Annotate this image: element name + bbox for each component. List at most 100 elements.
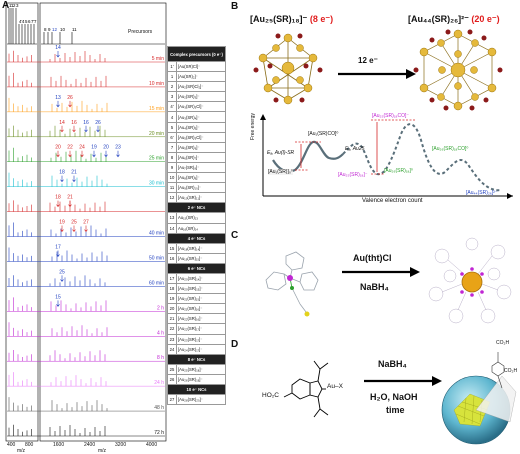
precursor-peak-label: 3 [16, 3, 19, 8]
peak-label: 19 [91, 145, 97, 151]
table-row: 6' [Au₅(SR)₅Cl]⁻ [167, 131, 226, 143]
peak-arrow [56, 250, 60, 257]
table-row: 25 [Au₂₅(SR)₁₈]⁻ [167, 363, 226, 375]
species-number: 10 [167, 172, 177, 184]
species-number: 13 [167, 212, 177, 224]
species-formula: [Au₇(SR)₈]⁻ [176, 161, 226, 174]
precursor-peak-label: 1 [11, 3, 14, 8]
trace-time-label: 8 h [157, 355, 164, 361]
table-row: 2 [Au₂(SR)Cl₂]⁻ [167, 81, 226, 93]
species-number: 22 [167, 323, 177, 335]
spectrum-trace: 40 min 19 25 27 [7, 220, 165, 237]
spectra-layer: 5 min 14 10 min 15 min 13 26 20 min 14 16 16 26 25 … [7, 8, 165, 437]
nanoparticle-illustration [441, 352, 517, 445]
spectrum-trace: 50 min 17 [7, 244, 165, 262]
species-number: 7 [167, 141, 177, 153]
peak-label: 21 [67, 195, 73, 201]
spectrum-trace: 18 21 [7, 195, 165, 212]
species-formula: [Au₁₈(SR)₁₄]⁻ [176, 242, 226, 254]
peak-label: 18 [55, 195, 61, 201]
electron-arrow [338, 69, 416, 79]
precursors-label: Precursors [128, 29, 153, 35]
species-number: 16 [167, 252, 177, 264]
species-formula: [Au₄(SR)₅]⁻ [176, 121, 226, 133]
au44-cluster-structure [413, 29, 503, 111]
right-axis-label: m/z [98, 448, 107, 454]
species-formula: [Au₂₃(SR)₁₇]⁻ [176, 333, 226, 345]
spectrum-trace: 72 h [7, 424, 165, 437]
peak-arrow [72, 175, 76, 183]
table-section-row: 10 e⁻ NCs [167, 383, 226, 396]
table-row: 16 [Au₁₉(SR)₁₅]⁻ [167, 252, 226, 264]
species-formula: [Au₂₂(SR)₁₇]⁻ [176, 323, 226, 335]
trace-time-label: 4 h [157, 330, 164, 336]
species-formula: [Au₂₂(SR)₁₆]⁻ [176, 313, 226, 325]
phosphorus-atom [287, 275, 293, 281]
peak-arrow [68, 100, 72, 108]
au25-formula: [Au₂₅(SR)₁₈]⁻ [250, 14, 308, 24]
reagent-d-top: NaBH₄ [378, 359, 407, 369]
precursor-peak-label: 4 [22, 19, 25, 24]
peak-arrow [80, 150, 84, 158]
peak-label: 14 [59, 120, 65, 126]
table-row: 1 [Au(SR)₂]⁻ [167, 71, 226, 83]
species-formula: [Au(SR)₂]⁻ [176, 71, 226, 83]
left-tick-400: 400 [7, 442, 16, 448]
species-formula: [Au₁₀(SR)₁₁]⁻ [176, 192, 226, 204]
energy-x-label: Valence electron count [362, 198, 423, 204]
ann-au26: [Au₂₆(SR)₁₈]⁰ [384, 168, 413, 174]
species-number: 8 [167, 151, 177, 163]
left-axis-label: m/z [17, 448, 26, 454]
species-formula: [Au₃(SR)₄]⁻ [176, 111, 226, 123]
au44-electrons: (20 e⁻) [471, 14, 500, 24]
peak-label: 20 [103, 145, 109, 151]
peak-arrow [56, 200, 60, 208]
reagent-d-bottom-2: time [386, 405, 405, 415]
ann-au25-co: [Au₂₅(SR)₁₈CO]⁻ [372, 113, 410, 119]
trace-time-label: 24 h [154, 380, 164, 386]
peak-label: 18 [59, 170, 65, 176]
table-row: 7 [Au₅(SR)₆]⁻ [167, 141, 226, 153]
table-row: 27 [Au₂₈(SR)₂₀]⁻ [167, 394, 226, 406]
table-row: 23 [Au₂₃(SR)₁₇]⁻ [167, 333, 226, 345]
species-number: 23 [167, 333, 177, 345]
peak-label: 16 [71, 120, 77, 126]
spectrum-trace: 15 min 13 26 [7, 95, 165, 113]
panel-b-letter: B [231, 1, 239, 12]
table-section-label: 2 e⁻ NCs [167, 202, 226, 214]
peak-label: 26 [95, 120, 101, 126]
table-row: 9 [Au₇(SR)₈]⁻ [167, 161, 226, 174]
right-frame [39, 2, 167, 442]
precursor-peak-label: 10 [60, 27, 66, 32]
species-formula: [Au₅(SR)₆]⁻ [176, 141, 226, 153]
species-number: 17 [167, 272, 177, 285]
species-formula: [Au₂₁(SR)₁₆]⁻ [176, 303, 226, 315]
energy-y-label: Free energy [250, 113, 256, 140]
peak-label: 13 [55, 95, 61, 101]
table-section-row: 4 e⁻ NCs [167, 232, 226, 244]
precursor-peak-label: 8 [44, 27, 47, 32]
species-formula: [Au₅(SR)₅Cl]⁻ [176, 131, 226, 143]
trace-time-label: 25 min [149, 156, 164, 162]
table-row: 20 [Au₂₁(SR)₁₆]⁻ [167, 303, 226, 315]
species-formula: [Au(SR)Cl]⁻ [176, 60, 226, 73]
left-frame [5, 2, 39, 442]
table-header-row: Complex precursors (0 e⁻) [167, 46, 226, 62]
au25-electrons: (8 e⁻) [309, 14, 334, 24]
species-number: 18 [167, 283, 177, 295]
table-row: 13 Au₁₅(SR)₁₃ [167, 212, 226, 224]
ho2c-label: HO₂C [262, 392, 279, 399]
species-formula: [Au₂₄(SR)₁₇]⁻ [176, 343, 226, 355]
au44-title: [Au₄₄(SR)₂₆]²⁻ (20 e⁻) [408, 14, 500, 25]
species-formula: [Au₂₀(SR)₁₄]⁻ [176, 272, 226, 285]
species-formula: [Au₁₉(SR)₁₅]⁻ [176, 252, 226, 264]
peak-label: 25 [59, 269, 65, 275]
peak-label: 14 [55, 45, 61, 51]
right-tick-2400: 2400 [84, 442, 96, 448]
table-row: 3 [Au₂(SR)₃]⁻ [167, 91, 226, 103]
species-number: 1' [167, 60, 177, 73]
table-row: 11 [Au₉(SR)₁₀]⁻ [167, 182, 226, 194]
species-number: 24 [167, 343, 177, 355]
species-number: 5 [167, 121, 177, 133]
peak-arrow [68, 150, 72, 158]
